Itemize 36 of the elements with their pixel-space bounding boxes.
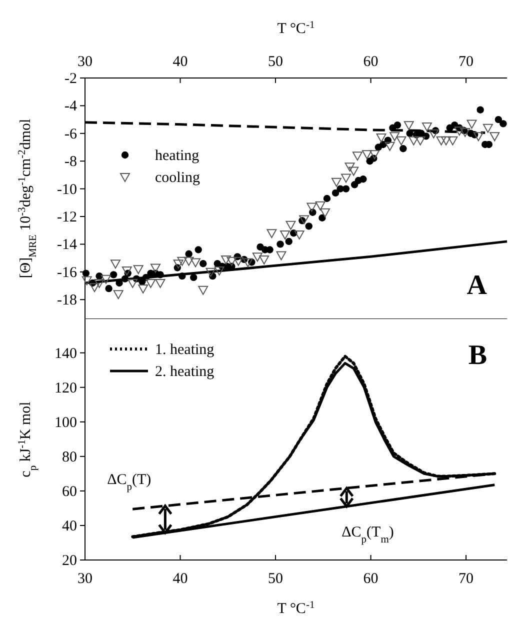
legend-label: 2. heating xyxy=(155,364,215,380)
y-tick-label: 40 xyxy=(62,518,77,534)
y-tick-label: -2 xyxy=(64,71,77,87)
y-tick-label: -18 xyxy=(57,292,77,309)
annotation: A xyxy=(466,270,488,301)
x-tick-label: 40 xyxy=(172,54,188,70)
legend-label: 1. heating xyxy=(155,342,215,358)
x-tick-label: 70 xyxy=(458,54,474,70)
y-tick-label: -12 xyxy=(57,210,77,226)
legend-label: cooling xyxy=(155,170,200,186)
x-tick-label: 70 xyxy=(458,571,474,587)
x-tick-label: 40 xyxy=(172,571,188,587)
y-tick-label: -10 xyxy=(57,182,77,198)
annotation: ΔC$_{p}$(T) xyxy=(107,472,152,492)
y-tick-label: 60 xyxy=(62,484,77,500)
legend-label: heating xyxy=(155,148,200,164)
y-tick-label: 140 xyxy=(54,346,77,362)
x-axis-title: T °C$^{-1}$ xyxy=(277,20,315,37)
y-tick-label: -8 xyxy=(64,154,77,170)
annotation: B xyxy=(468,340,487,371)
x-tick-label: 30 xyxy=(78,571,92,587)
x-tick-label: 50 xyxy=(268,571,284,587)
annotation: ΔC$_{p}$(T$_{m}$) xyxy=(342,524,394,545)
x-tick-label: 30 xyxy=(78,54,92,70)
x-tick-label: 60 xyxy=(363,54,378,70)
y-tick-label: -6 xyxy=(64,126,78,142)
y-tick-label: -16 xyxy=(57,264,78,281)
y-tick-label: -14 xyxy=(57,237,78,254)
y-tick-label: -4 xyxy=(64,98,78,115)
x-tick-label: 60 xyxy=(363,571,378,587)
x-axis-title: T °C$^{-1}$ xyxy=(277,600,315,617)
y-tick-label: 80 xyxy=(62,449,77,466)
y-tick-label: 20 xyxy=(62,553,77,569)
y-tick-label: 100 xyxy=(54,414,77,431)
x-tick-label: 50 xyxy=(268,54,284,70)
y-tick-label: 120 xyxy=(54,380,77,396)
